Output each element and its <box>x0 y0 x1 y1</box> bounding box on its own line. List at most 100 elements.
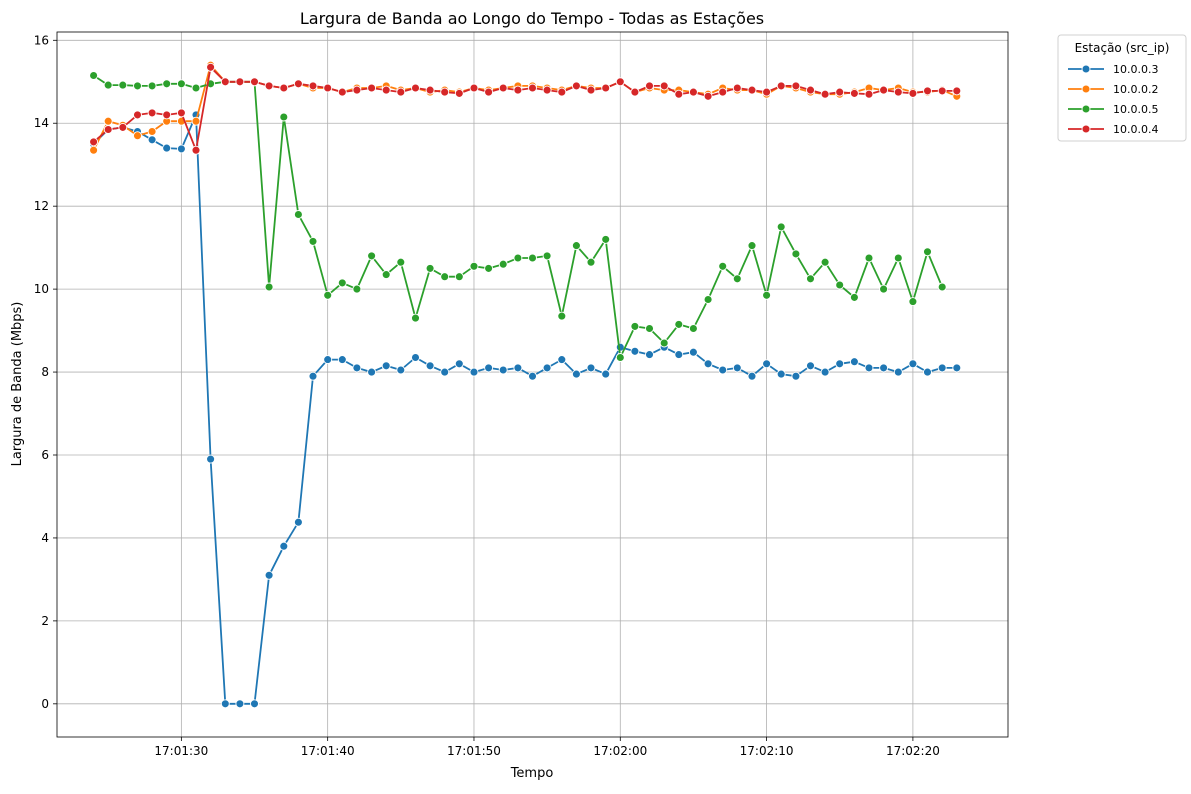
series-10.0.0.3 <box>89 110 962 709</box>
data-point <box>235 699 245 709</box>
legend-marker <box>1081 84 1091 94</box>
data-point <box>367 367 377 377</box>
x-tick-label: 17:02:00 <box>593 744 647 758</box>
data-point <box>498 83 508 93</box>
data-point <box>279 83 289 93</box>
data-point <box>542 85 552 95</box>
data-point <box>557 311 567 321</box>
data-point <box>133 131 142 141</box>
data-point <box>440 87 450 97</box>
data-point <box>147 108 157 118</box>
legend-item: 10.0.0.4 <box>1068 123 1158 136</box>
grid <box>57 32 1008 737</box>
data-point <box>923 367 932 377</box>
data-point <box>454 88 464 98</box>
data-point <box>396 365 406 375</box>
x-axis-ticks: 17:01:30 17:01:40 17:01:50 17:02:00 17:02:10… <box>154 737 940 758</box>
data-point <box>308 81 318 91</box>
data-point <box>162 79 172 89</box>
data-point <box>703 295 713 304</box>
data-point <box>337 355 347 365</box>
data-point <box>893 367 903 377</box>
data-point <box>923 247 932 257</box>
data-point <box>411 353 420 362</box>
data-point <box>776 222 786 232</box>
series-10.0.0.4 <box>89 62 962 155</box>
data-point <box>528 371 537 381</box>
legend-label: 10.0.0.3 <box>1113 63 1158 76</box>
data-point <box>893 87 903 97</box>
data-point <box>762 87 772 97</box>
data-point <box>469 83 479 93</box>
data-point <box>718 261 728 271</box>
data-point <box>586 363 596 373</box>
data-point <box>835 280 845 290</box>
data-point <box>586 257 596 267</box>
data-point <box>293 517 303 527</box>
data-point <box>162 143 172 153</box>
data-point <box>659 81 669 91</box>
data-point <box>879 85 889 95</box>
series-10.0.0.2 <box>89 60 962 155</box>
data-point <box>337 87 347 97</box>
data-point <box>571 241 581 251</box>
data-point <box>352 363 362 373</box>
data-point <box>879 284 889 294</box>
data-point <box>235 77 245 87</box>
data-point <box>133 81 142 91</box>
data-point <box>176 108 186 118</box>
legend-box <box>1057 34 1187 142</box>
data-point <box>718 365 728 375</box>
y-tick-label: 14 <box>34 116 49 130</box>
data-point <box>864 89 874 99</box>
data-point <box>747 241 757 251</box>
legend-items: 10.0.0.3 10.0.0.2 10.0.0.5 10.0.0.4 <box>1068 63 1158 136</box>
data-point <box>908 88 918 98</box>
data-point <box>147 135 157 145</box>
data-point <box>776 81 786 91</box>
series-lines <box>89 60 962 709</box>
data-point <box>601 369 611 379</box>
data-point <box>937 282 947 292</box>
data-point <box>440 272 450 282</box>
y-tick-label: 8 <box>41 365 49 379</box>
data-point <box>762 359 772 369</box>
data-point <box>820 257 830 267</box>
y-axis-label: Largura de Banda (Mbps) <box>10 302 25 467</box>
data-point <box>323 290 333 300</box>
data-point <box>674 350 684 360</box>
data-point <box>718 87 728 97</box>
data-point <box>308 236 318 246</box>
series-line <box>92 114 957 705</box>
data-point <box>849 88 859 98</box>
data-point <box>337 278 347 288</box>
data-point <box>732 83 742 93</box>
data-point <box>367 251 377 261</box>
y-tick-label: 6 <box>41 448 49 462</box>
legend-item: 10.0.0.5 <box>1068 103 1158 116</box>
data-point <box>645 81 654 91</box>
data-point <box>674 319 684 329</box>
data-point <box>747 371 757 381</box>
data-point <box>513 253 523 263</box>
data-point <box>220 77 230 87</box>
data-point <box>176 79 186 89</box>
data-point <box>147 81 157 91</box>
data-point <box>703 359 713 369</box>
data-point <box>89 145 99 155</box>
data-point <box>191 83 201 93</box>
data-point <box>630 346 640 356</box>
data-point <box>293 79 303 89</box>
y-tick-label: 10 <box>34 282 49 296</box>
data-point <box>425 263 435 273</box>
y-tick-label: 4 <box>41 531 49 545</box>
data-point <box>908 297 918 307</box>
data-point <box>411 313 420 323</box>
legend-marker <box>1081 64 1091 74</box>
data-point <box>791 371 801 381</box>
data-point <box>835 87 845 97</box>
data-point <box>381 85 391 95</box>
data-point <box>747 85 757 95</box>
y-tick-label: 12 <box>34 199 49 213</box>
plot-frame <box>56 31 1009 738</box>
